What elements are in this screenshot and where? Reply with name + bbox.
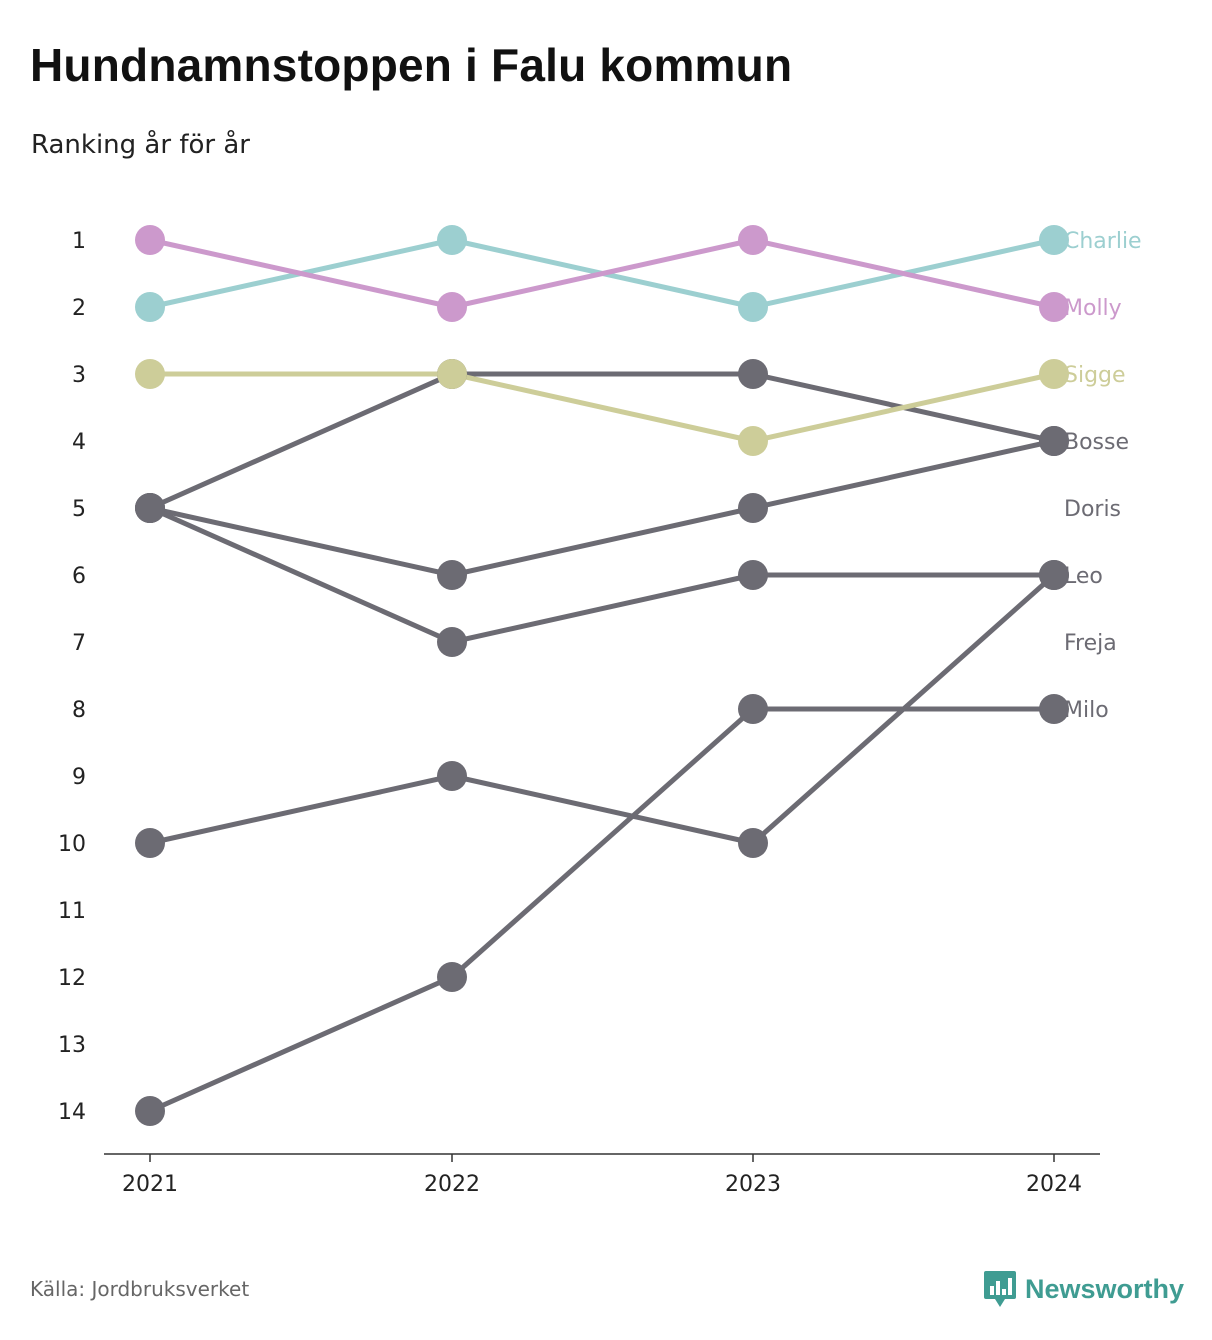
x-tick-label: 2023 [725,1172,781,1197]
y-tick-label: 11 [58,899,86,924]
data-point-milo [738,828,768,858]
y-tick-label: 13 [58,1033,86,1058]
brand-name: Newsworthy [1025,1273,1185,1304]
data-point-molly [135,225,165,255]
y-tick-label: 8 [72,698,86,723]
y-tick-label: 4 [72,430,86,455]
data-point-sigge [135,359,165,389]
data-point-molly [1039,292,1069,322]
y-tick-label: 14 [58,1100,86,1125]
y-tick-label: 12 [58,966,86,991]
data-point-freja [437,962,467,992]
bar-chart-speech-bubble-icon [984,1271,1016,1307]
y-tick-label: 9 [72,765,86,790]
end-label: Bosse [1064,430,1129,455]
y-tick-label: 2 [72,296,86,321]
series-line-sigge [147,371,1057,444]
chart-subtitle: Ranking år för år [31,130,250,160]
end-label: Doris [1064,497,1121,522]
data-point-leo [437,627,467,657]
data-point-charlie [437,225,467,255]
chart-title: Hundnamnstoppen i Falu kommun [30,39,793,91]
data-point-sigge [738,426,768,456]
x-tick-label: 2022 [424,1172,480,1197]
data-point-doris [738,493,768,523]
y-tick-label: 10 [58,832,86,857]
data-point-bosse [738,359,768,389]
series-line-freja [147,706,1057,1114]
y-tick-label: 1 [72,229,86,254]
y-tick-label: 5 [72,497,86,522]
series-line-leo [147,505,1057,645]
x-tick-label: 2021 [122,1172,178,1197]
data-point-sigge [437,359,467,389]
data-point-freja [738,694,768,724]
data-point-charlie [1039,225,1069,255]
series-line-bosse [147,371,1057,511]
end-label: Charlie [1064,229,1142,254]
end-label: Freja [1064,631,1117,656]
end-label: Sigge [1064,363,1126,388]
data-point-charlie [738,292,768,322]
end-label: Milo [1064,698,1109,723]
y-tick-label: 7 [72,631,86,656]
data-point-milo [1039,560,1069,590]
data-point-leo [738,560,768,590]
data-point-freja [135,1096,165,1126]
series-line-molly [147,237,1057,310]
series-line-milo [147,572,1057,846]
data-point-molly [437,292,467,322]
end-label: Leo [1064,564,1103,589]
y-tick-label: 6 [72,564,86,589]
data-point-molly [738,225,768,255]
data-point-milo [437,761,467,791]
data-point-charlie [135,292,165,322]
x-tick-label: 2024 [1026,1172,1082,1197]
data-point-doris [1039,426,1069,456]
source-note: Källa: Jordbruksverket [30,1277,250,1301]
y-tick-label: 3 [72,363,86,388]
series-line-doris [147,438,1057,578]
data-point-sigge [1039,359,1069,389]
end-label: Molly [1064,296,1122,321]
data-point-freja [1039,694,1069,724]
data-point-leo [135,493,165,523]
brand-logo: Newsworthy [983,1270,1184,1308]
data-point-doris [437,560,467,590]
data-point-milo [135,828,165,858]
